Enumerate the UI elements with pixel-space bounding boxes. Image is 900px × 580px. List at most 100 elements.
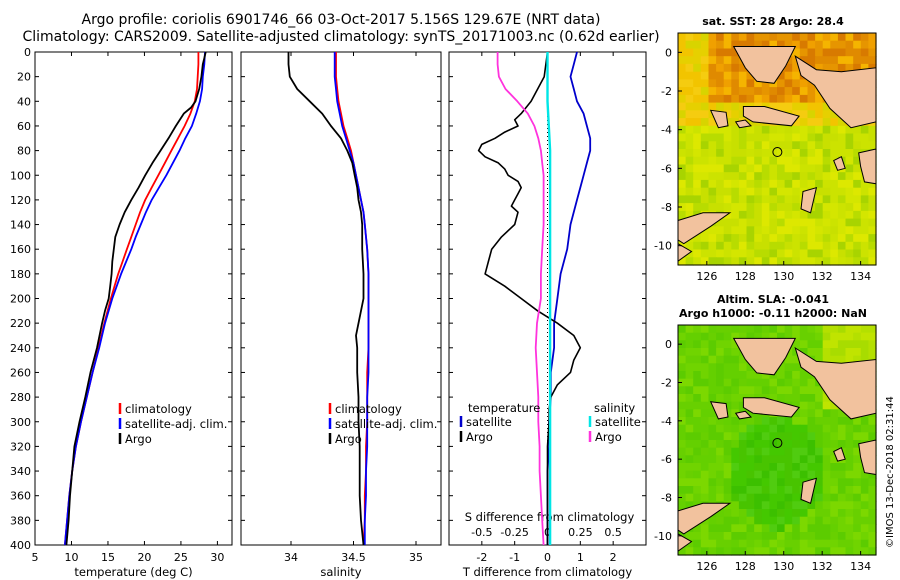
heatmap-cell: [678, 71, 687, 80]
heatmap-cell: [792, 226, 801, 235]
heatmap-cell: [815, 386, 824, 395]
heatmap-cell: [731, 501, 740, 510]
heatmap-cell: [723, 463, 732, 472]
difference-legend-1-label: Argo: [466, 430, 493, 444]
heatmap-cell: [700, 386, 709, 395]
heatmap-cell: [837, 218, 847, 227]
heatmap-cell: [738, 172, 748, 181]
heatmap-cell: [777, 501, 786, 510]
heatmap-cell: [784, 440, 793, 449]
heatmap-cell: [799, 463, 808, 472]
heatmap-cell: [731, 179, 740, 189]
heatmap-cell: [807, 532, 816, 541]
heatmap-cell: [731, 241, 740, 251]
heatmap-cell: [777, 447, 786, 456]
heatmap-cell: [792, 63, 801, 73]
heatmap-cell: [784, 432, 793, 441]
heatmap-cell: [815, 447, 824, 456]
heatmap-cell: [746, 486, 755, 495]
heatmap-cell: [837, 118, 847, 127]
y-tick-label: 80: [17, 145, 31, 158]
heatmap-cell: [685, 547, 694, 556]
heatmap-cell: [784, 125, 793, 135]
heatmap-cell: [830, 417, 839, 426]
heatmap-cell: [754, 463, 763, 472]
heatmap-cell: [792, 164, 801, 173]
heatmap-cell: [731, 493, 740, 502]
heatmap-cell: [731, 340, 740, 349]
heatmap-cell: [685, 172, 694, 181]
heatmap-cell: [822, 401, 831, 410]
heatmap-cell: [716, 249, 725, 258]
heatmap-cell: [746, 94, 755, 104]
heatmap-cell: [777, 241, 786, 251]
heatmap-cell: [769, 463, 778, 472]
heatmap-cell: [853, 257, 862, 266]
heatmap-cell: [845, 164, 854, 173]
heatmap-cell: [693, 424, 702, 433]
heatmap-cell: [761, 133, 770, 142]
heatmap-cell: [815, 226, 824, 235]
heatmap-cell: [837, 532, 847, 541]
heatmap-cell: [716, 440, 725, 449]
heatmap-cell: [830, 440, 839, 449]
heatmap-cell: [769, 516, 778, 525]
heatmap-cell: [815, 133, 824, 142]
y-tick-label: 0: [24, 46, 31, 59]
heatmap-cell: [700, 102, 709, 111]
heatmap-cell: [815, 486, 824, 495]
heatmap-cell: [853, 547, 862, 556]
heatmap-cell: [693, 203, 702, 212]
heatmap-cell: [738, 440, 748, 449]
heatmap-cell: [746, 141, 755, 150]
heatmap-cell: [700, 56, 709, 65]
heatmap-cell: [716, 257, 725, 266]
heatmap-cell: [815, 94, 824, 104]
heatmap-cell: [700, 409, 709, 418]
heatmap-cell: [830, 133, 839, 142]
heatmap-cell: [845, 125, 854, 135]
heatmap-cell: [754, 226, 763, 235]
salinity-legend-0-label: climatology: [335, 402, 402, 416]
heatmap-cell: [754, 33, 763, 42]
heatmap-cell: [799, 470, 808, 479]
heatmap-cell: [754, 257, 763, 266]
heatmap-cell: [830, 355, 839, 364]
heatmap-cell: [738, 187, 748, 196]
heatmap-cell: [853, 516, 862, 525]
heatmap-cell: [700, 470, 709, 479]
x-tick-label: 126: [696, 270, 717, 283]
heatmap-cell: [853, 478, 862, 487]
heatmap-cell: [853, 195, 862, 204]
heatmap-cell: [815, 417, 824, 426]
heatmap-cell: [853, 48, 862, 57]
y-tick-label: 20: [17, 71, 31, 84]
s-tick-label: 0.25: [568, 526, 593, 539]
heatmap-cell: [853, 424, 862, 433]
heatmap-cell: [853, 509, 862, 518]
heatmap-cell: [738, 493, 748, 502]
heatmap-cell: [792, 493, 801, 502]
heatmap-cell: [731, 524, 740, 533]
heatmap-cell: [830, 257, 839, 266]
heatmap-cell: [708, 87, 717, 96]
heatmap-cell: [723, 355, 732, 364]
heatmap-cell: [799, 110, 808, 119]
heatmap-cell: [807, 48, 816, 57]
heatmap-cell: [716, 378, 725, 387]
heatmap-cell: [815, 501, 824, 510]
heatmap-cell: [868, 340, 877, 349]
x-tick-label: 0: [544, 551, 551, 564]
heatmap-cell: [807, 133, 816, 142]
heatmap-cell: [716, 524, 725, 533]
heatmap-cell: [708, 417, 717, 426]
difference-series-s-satellite: [546, 52, 552, 545]
heatmap-cell: [700, 149, 709, 158]
heatmap-cell: [837, 257, 847, 266]
heatmap-cell: [769, 164, 778, 173]
heatmap-cell: [822, 486, 831, 495]
heatmap-cell: [815, 524, 824, 533]
heatmap-cell: [769, 187, 778, 196]
heatmap-cell: [693, 94, 702, 104]
heatmap-cell: [815, 394, 824, 403]
